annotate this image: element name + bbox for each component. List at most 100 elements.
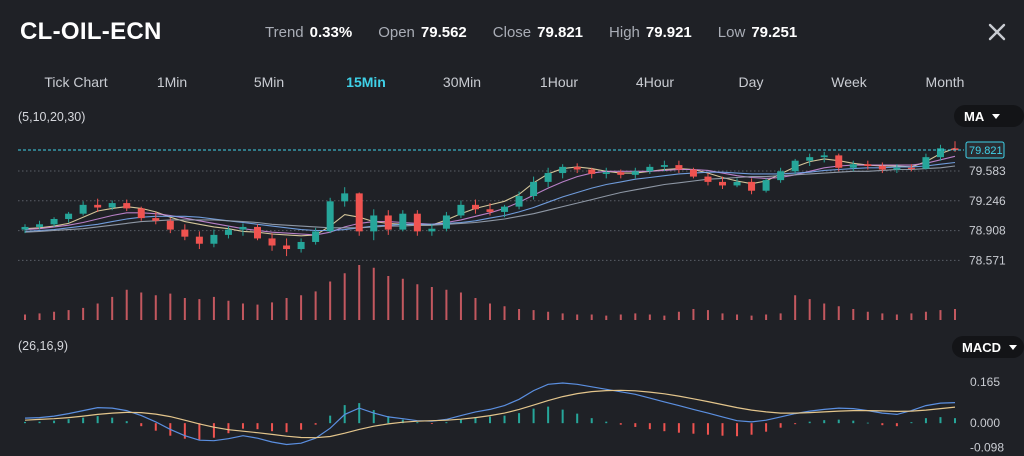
header: CL-OIL-ECN Trend 0.33% Open 79.562 Close 79… [0,0,1024,64]
tab-1min[interactable]: 1Min [156,74,188,90]
macd-histogram-bar [241,423,244,429]
candle-body [239,226,247,230]
stat-label: Close [492,24,532,41]
macd-histogram-bar [605,421,608,424]
macd-histogram-bar [939,417,942,424]
tab-day[interactable]: Day [738,74,764,90]
candle-body [762,180,770,191]
macd-params: (26,16,9) [18,339,69,353]
candle-body [36,224,44,227]
macd-histogram-bar [358,403,361,424]
stat-open: Open 79.562 [378,24,467,41]
candle-body [704,176,712,182]
candle-body [675,165,683,170]
volume-bar [96,303,99,320]
candle-body [530,181,538,197]
volume-bars [24,265,956,320]
candle-body [486,209,494,212]
macd-histogram-bar [532,408,535,424]
candle-body [65,213,73,219]
macd-histogram-bar [82,417,85,424]
macd-histogram-bar [648,423,651,430]
candle-body [922,157,930,169]
macd-histogram-bar [96,416,99,424]
stat-value: 79.251 [751,24,798,41]
chevron-down-icon [992,113,1001,119]
volume-bar [53,311,56,320]
macd-signal-line [24,389,956,439]
macd-histogram-bar [314,423,317,425]
candlesticks [21,141,959,257]
stat-value: 0.33% [309,24,353,41]
volume-bar [169,293,172,320]
candle-body [181,229,189,237]
candle-body [544,173,552,182]
tab-week[interactable]: Week [831,74,867,90]
macd-tick-label: 0.000 [970,416,1000,430]
macd-dropdown[interactable]: MACD [952,336,1024,358]
tab-15min[interactable]: 15Min [346,74,386,90]
macd-histogram-bar [154,423,157,431]
volume-bar [256,304,259,320]
macd-histogram-bar [343,405,346,424]
close-icon[interactable] [985,20,1009,44]
candle-body [936,148,944,158]
volume-bar [401,278,404,320]
volume-bar [416,284,419,320]
ma-dropdown-label: MA [964,108,985,124]
candle-body [442,215,450,229]
volume-bar [140,292,143,320]
volume-bar [125,289,128,320]
candle-body [224,229,232,235]
candle-body [326,201,334,232]
price-tick-label: 79.246 [969,194,1006,208]
volume-bar [852,309,855,320]
volume-bar [329,281,332,320]
volume-bar [692,309,695,320]
tab-tick-chart[interactable]: Tick Chart [44,74,108,90]
volume-bar [358,265,361,320]
stat-value: 79.821 [537,24,584,41]
timeframe-tabs: Tick Chart 1Min 5Min 15Min 30Min 1Hour 4… [0,70,1024,96]
macd-histogram-bar [561,409,564,424]
macd-histogram-bar [954,418,956,424]
macd-histogram-bar [24,421,26,424]
ma-dropdown[interactable]: MA [954,105,1024,127]
price-tick-label: 79.583 [969,164,1006,178]
macd-line [24,382,956,446]
candle-body [719,181,726,186]
volume-bar [634,313,637,320]
ma-line-2 [24,155,956,236]
candle-body [152,218,160,221]
volume-bar [212,296,215,320]
tab-1hour[interactable]: 1Hour [539,74,579,90]
macd-tick-label: -0.098 [970,441,1004,455]
volume-bar [474,298,477,320]
candle-body [559,166,567,174]
price-stats: Trend 0.33% Open 79.562 Close 79.821 High 79… [265,24,823,41]
macd-histogram-bar [619,423,622,425]
tab-5min[interactable]: 5Min [253,74,285,90]
volume-bar [663,315,666,320]
candle-body [21,226,29,230]
macd-histogram-bar [910,422,913,424]
macd-histogram-bar [765,423,768,432]
volume-bar [38,313,41,320]
tab-30min[interactable]: 30Min [442,74,482,90]
candle-body [951,148,959,151]
volume-bar [82,307,85,320]
macd-tick-label: 0.165 [970,375,1000,389]
candle-body [689,169,697,177]
candle-body [268,238,276,246]
macd-histogram-bar [895,423,898,427]
volume-bar [648,314,651,320]
volume-bar [198,299,201,320]
tab-4hour[interactable]: 4Hour [635,74,675,90]
volume-bar [706,310,709,320]
candle-body [820,155,828,158]
tab-month[interactable]: Month [925,74,965,90]
candle-body [210,234,218,244]
macd-histogram-bar [721,423,724,436]
stat-high: High 79.921 [609,24,692,41]
